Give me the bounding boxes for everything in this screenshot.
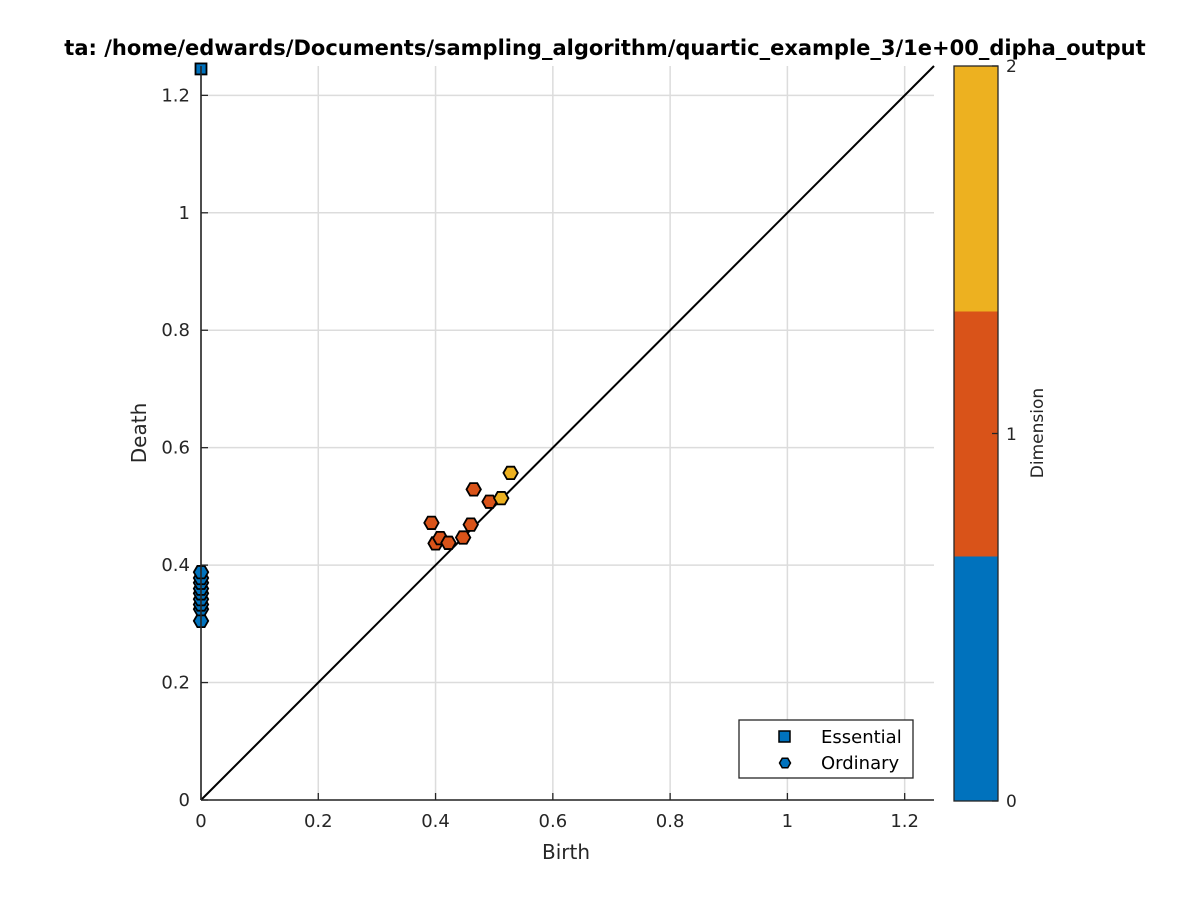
plot-area: 0 0.2 0.4 0.6 0.8 1 1.2 0 0.2 0.4 0.6 0.8 1 1.2 [161, 62, 935, 832]
diagonal-line [200, 65, 935, 801]
x-tick-label: 1.2 [890, 811, 919, 832]
x-axis-ticks: 0 0.2 0.4 0.6 0.8 1 1.2 [195, 793, 919, 832]
colorbar-segment [954, 556, 998, 802]
y-tick-label: 0.2 [161, 673, 190, 694]
x-tick-label: 0.8 [656, 811, 685, 832]
x-tick-label: 0 [195, 811, 206, 832]
legend: Essential Ordinary [738, 719, 914, 779]
y-axis-label: Death [127, 403, 151, 463]
y-tick-label: 0.4 [161, 555, 190, 576]
colorbar-segment [954, 311, 998, 557]
colorbar-segments [954, 66, 998, 802]
colorbar-tick-label: 0 [1006, 792, 1017, 812]
x-tick-label: 0.6 [539, 811, 568, 832]
y-tick-label: 0.8 [161, 320, 190, 341]
axis-lines [200, 66, 934, 801]
ordinary-point [481, 494, 498, 509]
chart-title: ta: /home/edwards/Documents/sampling_alg… [64, 36, 1145, 60]
ordinary-point [462, 517, 479, 532]
legend-square-marker [778, 730, 791, 743]
x-tick-label: 0.4 [421, 811, 450, 832]
ordinary-point [454, 530, 472, 545]
legend-entry-ordinary: Ordinary [821, 753, 900, 774]
y-tick-label: 1.2 [161, 85, 190, 106]
ordinary-point [423, 515, 440, 530]
y-tick-label: 0 [179, 790, 190, 811]
colorbar-segment [954, 66, 998, 312]
legend-hexagon-marker [778, 757, 792, 769]
y-axis-ticks: 0 0.2 0.4 0.6 0.8 1 1.2 [161, 85, 208, 811]
legend-box [738, 719, 914, 779]
ordinary-point [493, 491, 510, 506]
ordinary-point [440, 535, 457, 550]
ordinary-point [465, 482, 482, 497]
x-tick-label: 1 [782, 811, 793, 832]
colorbar-tick-label: 1 [1006, 425, 1017, 445]
colorbar: 2 1 0 Dimension [953, 57, 1048, 812]
x-tick-label: 0.2 [304, 811, 333, 832]
x-axis-label: Birth [542, 840, 590, 864]
y-tick-label: 0.6 [161, 438, 190, 459]
ordinary-point [502, 465, 519, 481]
y-tick-label: 1 [179, 203, 190, 224]
legend-entry-essential: Essential [821, 727, 902, 748]
colorbar-tick-label: 2 [1006, 57, 1017, 77]
colorbar-label: Dimension [1028, 388, 1048, 478]
